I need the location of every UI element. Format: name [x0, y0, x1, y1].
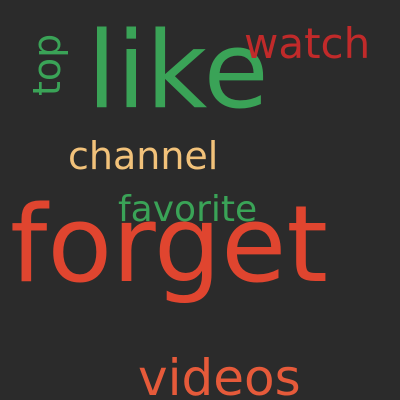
- word-forget: forget: [10, 183, 328, 306]
- word-channel: channel: [68, 134, 219, 178]
- word-watch: watch: [244, 19, 371, 68]
- word-top: top: [25, 33, 69, 96]
- word-like: like: [87, 9, 269, 132]
- word-favorite: favorite: [118, 189, 258, 230]
- word-videos: videos: [138, 349, 301, 400]
